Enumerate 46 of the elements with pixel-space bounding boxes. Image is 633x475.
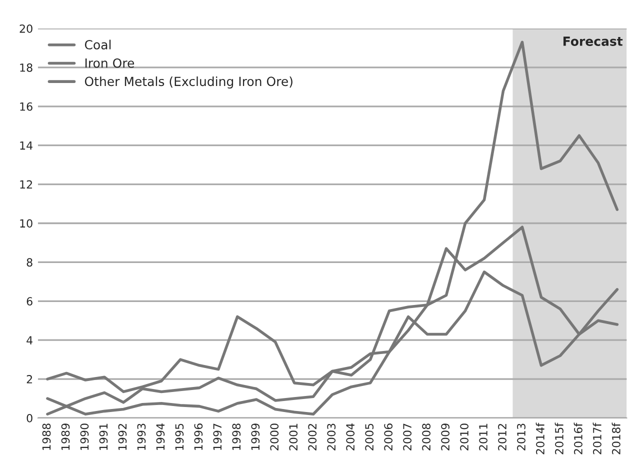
x-tick-label: 1993 [137, 424, 146, 450]
legend-label: Iron Ore [85, 58, 134, 68]
x-tick-label: 2003 [327, 424, 336, 450]
x-tick-label: 1997 [213, 424, 222, 450]
y-tick-label: 4 [26, 336, 32, 344]
y-tick-label: 10 [20, 219, 32, 228]
y-tick-label: 18 [20, 63, 32, 72]
x-tick-label: 1988 [42, 424, 51, 450]
x-tick-label: 1996 [194, 424, 203, 450]
y-tick-label: 14 [20, 141, 32, 150]
x-tick-label: 1991 [99, 424, 108, 450]
x-tick-label: 2011 [479, 424, 488, 450]
x-tick-label: 2004 [346, 423, 355, 450]
x-tick-label: 2002 [308, 424, 317, 450]
x-tick-label: 2012 [498, 424, 506, 450]
x-tick-label: 2016f [574, 422, 582, 454]
x-tick-label: 2010 [460, 424, 468, 450]
x-tick-label: 2008 [422, 424, 430, 450]
x-tick-label: 2001 [289, 424, 298, 450]
y-tick-label: 8 [26, 258, 32, 267]
x-tick-label: 1998 [232, 424, 241, 450]
legend-label: Other Metals (Excluding Iron Ore) [84, 76, 292, 89]
x-tick-label: 1994 [156, 423, 165, 450]
y-tick-label: 2 [26, 375, 32, 384]
band-label: Forecast [563, 36, 623, 46]
x-tick-label: 2014f [536, 422, 544, 454]
y-tick-label: 6 [26, 297, 32, 306]
y-tick-label: 16 [20, 102, 32, 111]
x-tick-label: 2009 [441, 424, 450, 450]
x-tick-label: 1992 [118, 424, 127, 450]
legend-label: Coal [84, 40, 111, 50]
x-tick-label: 1999 [251, 424, 260, 450]
x-tick-label: 2015f [554, 422, 564, 454]
x-tick-label: 2013 [517, 424, 526, 450]
x-tick-label: 2017f [592, 422, 602, 454]
x-tick-label: 2000 [270, 424, 279, 450]
x-tick-label: 2005 [365, 424, 374, 450]
x-tick-label: 1995 [175, 424, 184, 450]
x-tick-label: 2018f [612, 422, 620, 454]
x-tick-label: 2006 [384, 424, 393, 450]
y-tick-label: 0 [26, 414, 32, 422]
x-tick-label: 1990 [80, 424, 89, 450]
y-tick-label: 12 [20, 180, 32, 189]
x-tick-label: 1989 [61, 424, 70, 450]
y-tick-label: 20 [20, 24, 32, 33]
x-tick-label: 2007 [403, 424, 412, 450]
